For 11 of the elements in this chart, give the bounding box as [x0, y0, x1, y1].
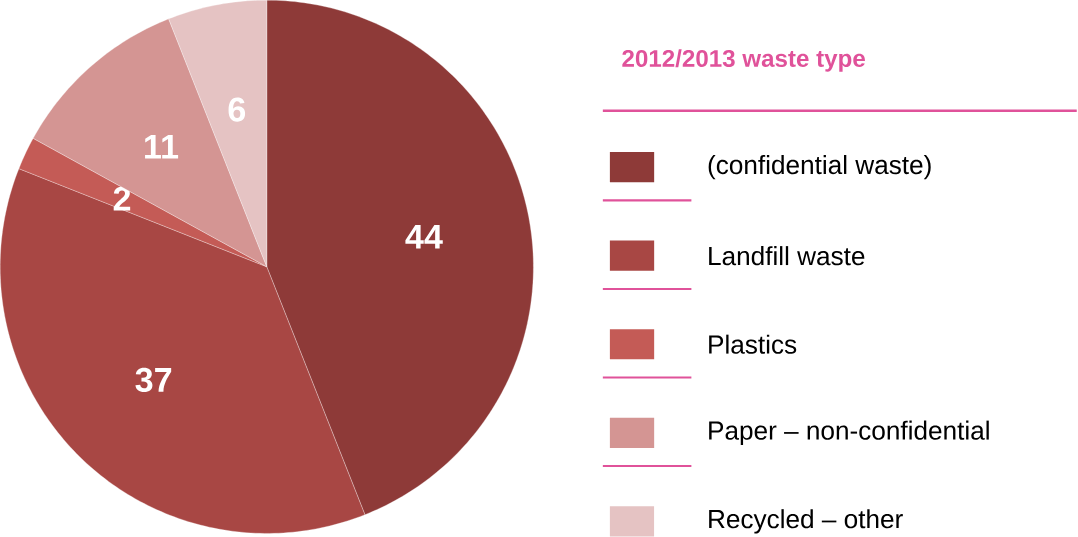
data-label: 37	[135, 367, 172, 393]
legend-label: Paper – non-confidential	[709, 420, 989, 446]
legend-label: Landfill waste	[709, 246, 865, 266]
legend-title: 2012/2013 waste type	[622, 49, 865, 72]
data-label: 2	[113, 186, 131, 211]
legend-label: Plastics	[709, 334, 797, 354]
data-label: 6	[228, 97, 246, 122]
legend-label: (confidential waste)	[708, 155, 931, 180]
legend-label: Recycled – other	[709, 509, 903, 534]
data-label: 11	[145, 135, 179, 159]
data-label: 44	[405, 225, 443, 249]
